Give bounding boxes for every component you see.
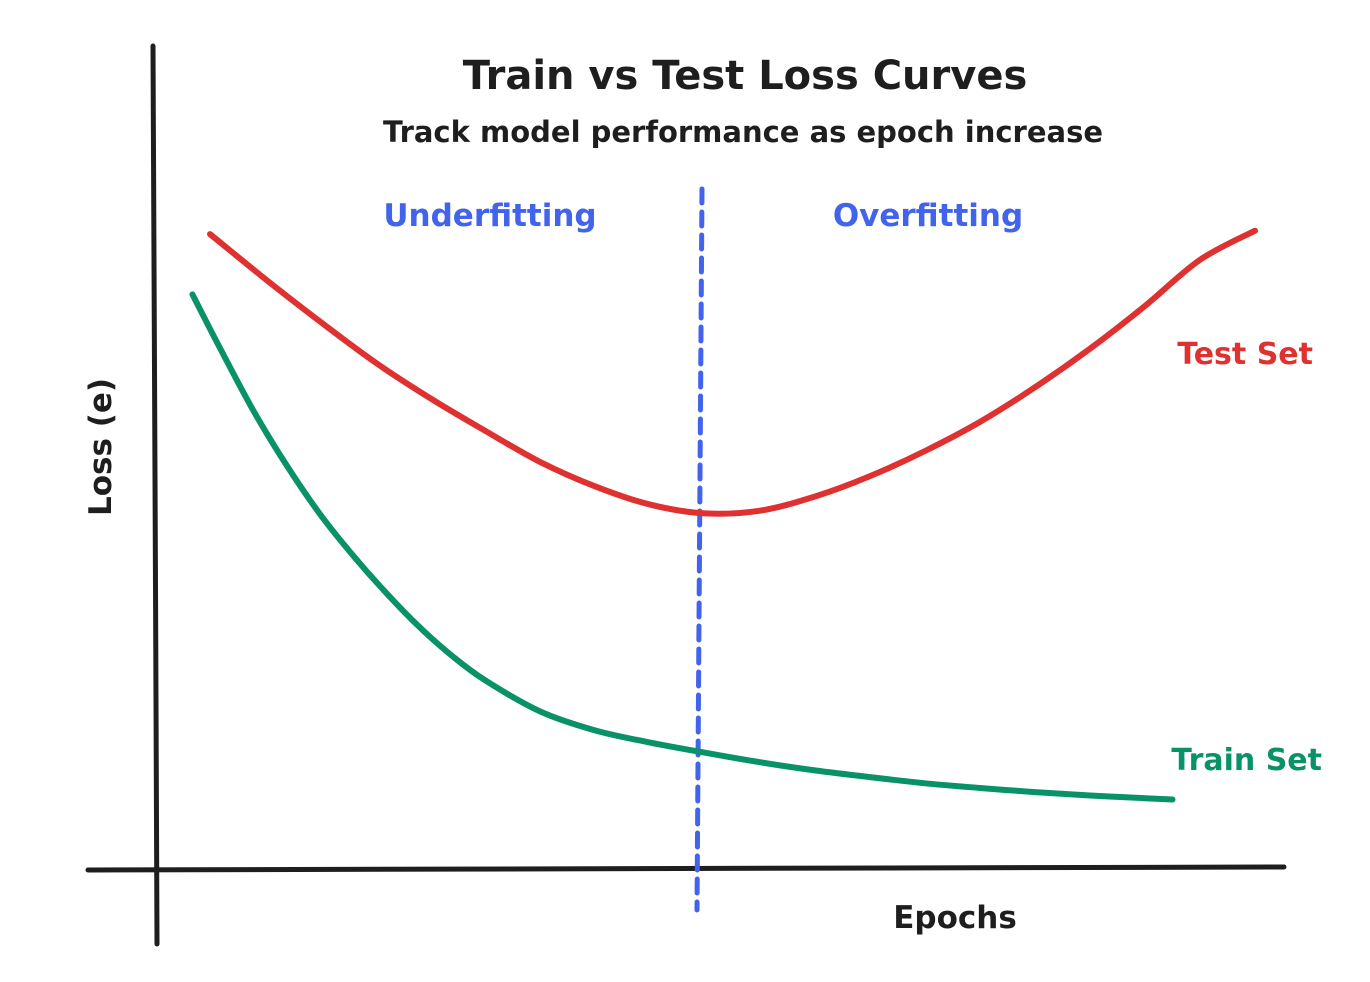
region-label-overfitting: Overfitting [833, 198, 1023, 234]
chart-subtitle: Track model performance as epoch increas… [383, 115, 1103, 149]
divider-line [694, 186, 705, 913]
series-line-test-set [207, 227, 1258, 517]
series-line-train-set [189, 291, 1176, 803]
y-axis-line [150, 43, 160, 947]
region-label-underfitting: Underfitting [383, 198, 596, 234]
x-axis-label: Epochs [893, 900, 1017, 936]
series-label-test-set: Test Set [1177, 337, 1313, 372]
chart-title: Train vs Test Loss Curves [463, 53, 1028, 99]
x-axis-line [85, 864, 1287, 873]
y-axis-label: Loss (e) [83, 378, 119, 516]
series-label-train-set: Train Set [1171, 743, 1322, 778]
